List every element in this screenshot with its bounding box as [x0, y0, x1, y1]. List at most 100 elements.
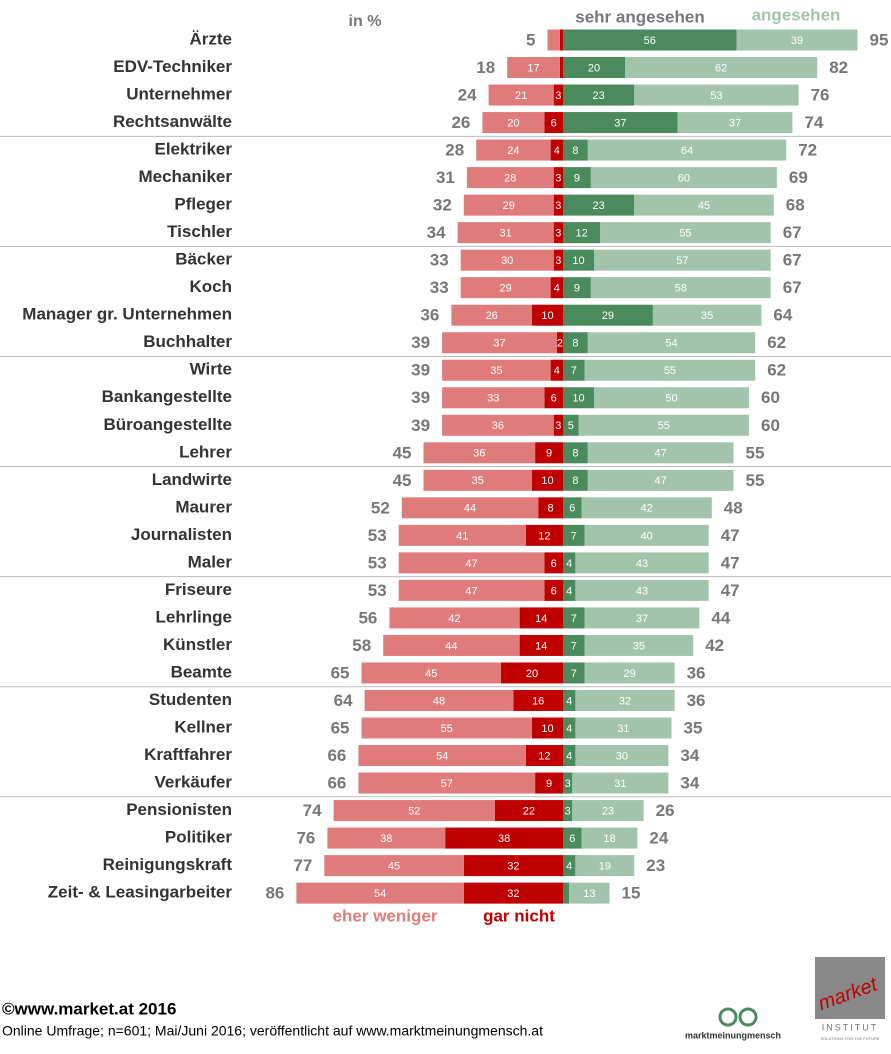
bar-segment — [581, 827, 638, 849]
value-label: 3 — [565, 778, 571, 790]
value-label: 3 — [555, 90, 561, 102]
bar-segment — [575, 745, 669, 767]
value-label: 38 — [498, 833, 510, 845]
bar-segment — [525, 745, 563, 767]
value-label: 32 — [507, 888, 519, 900]
bar-segment — [563, 249, 594, 271]
bar-segment — [563, 772, 573, 794]
bar-segment — [563, 29, 737, 51]
value-label: 28 — [504, 173, 516, 185]
category-label: Kraftfahrer — [144, 745, 232, 764]
right-total: 60 — [761, 388, 780, 407]
value-label: 7 — [571, 530, 577, 542]
value-label: 4 — [554, 365, 560, 377]
value-label: 30 — [501, 255, 513, 267]
value-label: 3 — [555, 200, 561, 212]
value-label: 43 — [636, 558, 648, 570]
bar-segment — [488, 84, 554, 106]
bar-segment — [525, 524, 563, 546]
bar-segment — [559, 57, 563, 79]
bar-segment — [553, 249, 563, 271]
bar-segment — [559, 29, 563, 51]
value-label: 3 — [555, 420, 561, 432]
value-label: 47 — [465, 585, 477, 597]
value-label: 8 — [572, 338, 578, 350]
value-label: 35 — [633, 640, 645, 652]
bar-segment — [544, 579, 563, 601]
bar-segment — [634, 84, 799, 106]
bar-segment — [563, 57, 625, 79]
bar-segment — [333, 800, 495, 822]
value-label: 14 — [535, 613, 547, 625]
bar-segment — [590, 277, 771, 299]
value-label: 6 — [551, 117, 557, 129]
bar-segment — [563, 332, 588, 354]
left-total: 53 — [368, 526, 387, 545]
bar-segment — [563, 194, 635, 216]
bar-segment — [584, 634, 694, 656]
value-label: 29 — [624, 668, 636, 680]
bar-segment — [383, 634, 520, 656]
left-total: 52 — [371, 498, 390, 517]
value-label: 3 — [555, 173, 561, 185]
bar-segment — [563, 414, 579, 436]
bar-segment — [625, 57, 818, 79]
bar-segment — [442, 387, 545, 409]
value-label: 36 — [492, 420, 504, 432]
value-label: 64 — [681, 145, 693, 157]
value-label: 43 — [636, 585, 648, 597]
value-label: 6 — [551, 393, 557, 405]
bar-segment — [519, 634, 563, 656]
value-label: 22 — [523, 805, 535, 817]
left-total: 33 — [430, 278, 449, 297]
bar-segment — [553, 84, 563, 106]
bar-segment — [513, 689, 563, 711]
value-label: 10 — [541, 475, 553, 487]
value-label: 39 — [791, 35, 803, 47]
bar-segment — [358, 745, 526, 767]
value-label: 56 — [644, 35, 656, 47]
value-label: 30 — [616, 750, 628, 762]
value-label: 12 — [538, 750, 550, 762]
category-label: Ärzte — [189, 29, 232, 48]
value-label: 20 — [526, 668, 538, 680]
category-label: Pfleger — [174, 195, 232, 214]
bar-segment — [494, 800, 563, 822]
left-total: 66 — [327, 774, 346, 793]
value-label: 37 — [636, 613, 648, 625]
value-label: 23 — [602, 805, 614, 817]
category-label: Bäcker — [175, 250, 232, 269]
category-label: Buchhalter — [143, 332, 232, 351]
bar-segment — [563, 84, 635, 106]
category-label: Pensionisten — [126, 800, 232, 819]
value-label: 7 — [571, 668, 577, 680]
right-total: 36 — [687, 691, 706, 710]
right-total: 34 — [680, 746, 699, 765]
bar-segment — [677, 112, 793, 134]
bar-segment — [547, 29, 560, 51]
value-label: 50 — [665, 393, 677, 405]
bar-segment — [575, 689, 675, 711]
bar-segment — [563, 662, 585, 684]
left-total: 32 — [433, 196, 452, 215]
bar-segment — [652, 304, 762, 326]
bar-segment — [423, 469, 532, 491]
left-total: 45 — [393, 443, 412, 462]
category-label: Büroangestellte — [104, 415, 232, 434]
bar-segment — [581, 497, 712, 519]
value-label: 9 — [574, 283, 580, 295]
left-total: 34 — [427, 223, 446, 242]
category-label: Tischler — [167, 222, 232, 241]
bar-segment — [584, 607, 700, 629]
value-label: 36 — [473, 448, 485, 460]
right-total: 47 — [721, 553, 740, 572]
bar-segment — [296, 882, 464, 904]
value-label: 17 — [527, 62, 539, 74]
right-total: 82 — [829, 58, 848, 77]
bar-segment — [535, 772, 563, 794]
unit-label: in % — [349, 13, 382, 30]
bar-segment — [563, 277, 591, 299]
left-total: 24 — [458, 86, 477, 105]
bar-segment — [563, 359, 585, 381]
value-label: 7 — [571, 365, 577, 377]
